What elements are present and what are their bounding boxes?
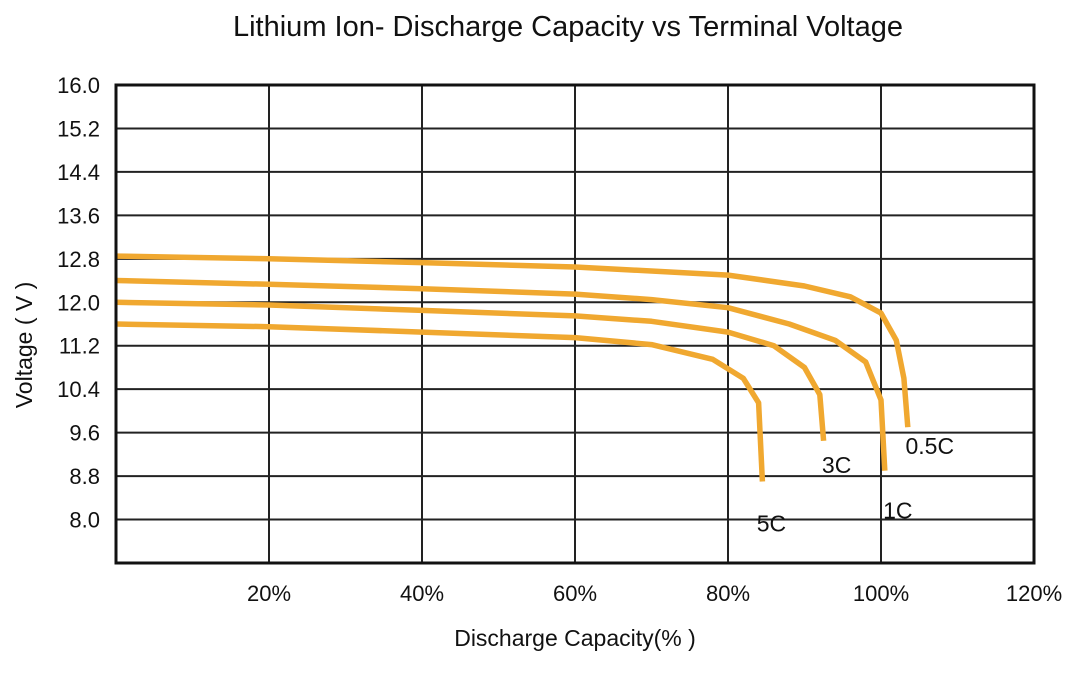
y-axis-label: Voltage ( V ): [11, 282, 37, 409]
y-tick-labels: 16.0 15.2 14.4 13.6 12.8 12.0 11.2 10.4 9.6 8.8 8.…: [57, 73, 100, 533]
x-tick-label: 80%: [706, 581, 750, 606]
series-line-5c: [115, 321, 766, 482]
y-tick-label: 15.2: [57, 116, 100, 141]
x-tick-label: 100%: [853, 581, 909, 606]
chart-title: Lithium Ion- Discharge Capacity vs Termi…: [233, 11, 903, 43]
series-line-0-5c: [115, 253, 911, 428]
series-line-3c: [115, 299, 827, 442]
series-lines: [115, 253, 911, 482]
y-tick-label: 16.0: [57, 73, 100, 98]
y-tick-label: 11.2: [59, 334, 100, 359]
x-axis-label: Discharge Capacity(% ): [454, 625, 696, 651]
y-tick-label: 9.6: [69, 421, 100, 446]
plot-border: [114, 83, 1036, 565]
series-label: 0.5C: [905, 433, 954, 459]
y-tick-label: 8.8: [69, 464, 100, 489]
y-tick-label: 10.4: [57, 377, 100, 402]
series-label: 1C: [883, 498, 912, 524]
y-tick-label: 12.8: [57, 247, 100, 272]
series-line-1c: [115, 277, 888, 471]
y-tick-label: 13.6: [57, 203, 100, 228]
x-tick-label: 60%: [553, 581, 597, 606]
series-labels: 0.5C 1C 3C 5C: [757, 433, 954, 536]
y-tick-label: 8.0: [69, 508, 100, 533]
x-tick-label: 40%: [400, 581, 444, 606]
series-label: 5C: [757, 511, 786, 537]
y-tick-label: 14.4: [57, 160, 100, 185]
x-tick-labels: 20% 40% 60% 80% 100% 120%: [247, 581, 1062, 606]
series-label: 3C: [822, 452, 851, 478]
x-tick-label: 120%: [1006, 581, 1062, 606]
y-tick-label: 12.0: [57, 290, 100, 315]
x-tick-label: 20%: [247, 581, 291, 606]
